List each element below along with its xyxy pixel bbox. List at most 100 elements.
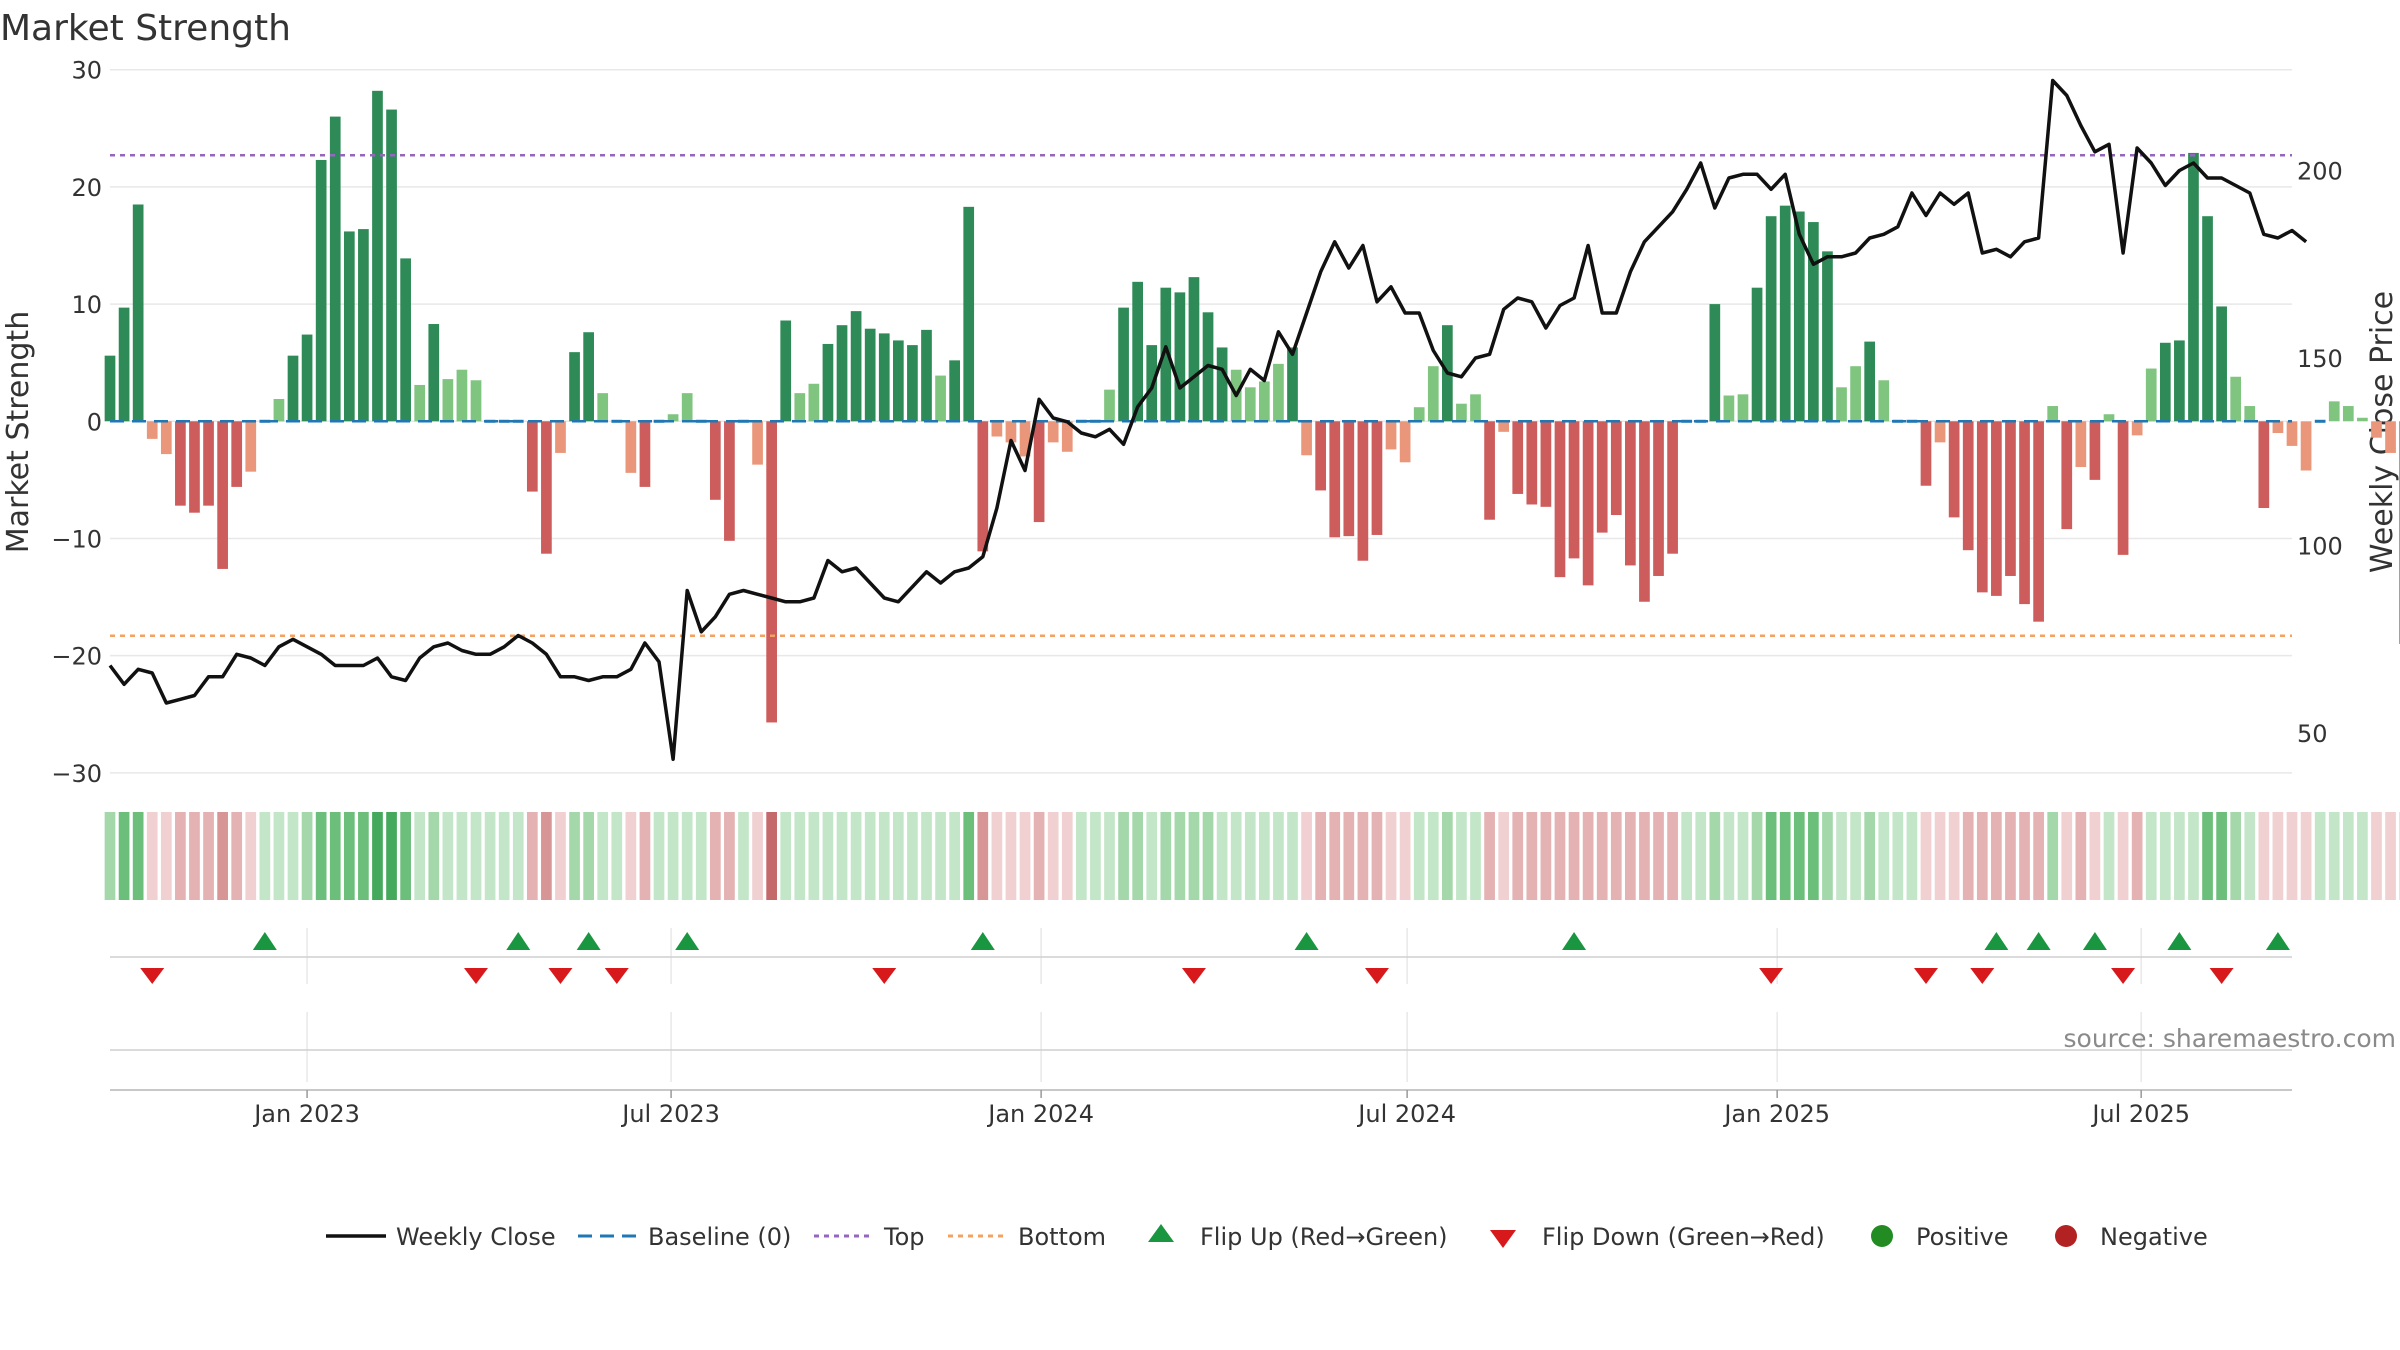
strength-bar	[175, 421, 186, 506]
strength-bar	[1498, 421, 1510, 432]
strip-cell	[498, 812, 510, 900]
strip-cell	[273, 812, 285, 900]
strength-bar	[1090, 419, 1101, 423]
strip-cell	[1836, 812, 1847, 900]
strength-bar	[836, 325, 848, 422]
strip-cell	[1456, 812, 1467, 900]
strength-bar	[794, 393, 806, 422]
strength-bar	[1061, 421, 1073, 452]
y-tick-label: −10	[51, 525, 102, 553]
strip-cell	[1315, 812, 1327, 900]
strip-cell	[1751, 812, 1763, 900]
strip-cell	[1625, 812, 1636, 900]
strip-cell	[386, 812, 397, 900]
strength-bar	[231, 421, 243, 487]
strength-bar	[1047, 421, 1059, 443]
flip-down-marker	[1970, 968, 1995, 984]
strip-cell	[287, 812, 299, 900]
legend-flip-up-label: Flip Up (Red→Green)	[1200, 1223, 1448, 1251]
strip-cell	[245, 812, 257, 900]
strip-cell	[1104, 812, 1115, 900]
strength-bar	[1737, 394, 1749, 422]
strength-bar	[2314, 419, 2326, 423]
x-tick-label: Jul 2025	[2090, 1100, 2190, 1128]
strength-bar	[2117, 421, 2129, 555]
flip-up-marker	[2265, 932, 2290, 950]
strength-bar	[1540, 421, 1552, 507]
strength-bar	[132, 204, 144, 422]
strip-cell	[189, 812, 200, 900]
strength-bar	[1019, 421, 1031, 457]
strip-cell	[1976, 812, 1988, 900]
strength-bar	[977, 421, 989, 552]
strip-cell	[2314, 812, 2326, 900]
strip-cell	[1033, 812, 1045, 900]
strip-cell	[738, 812, 749, 900]
grid-lines	[110, 68, 2292, 1082]
x-tick-label: Jan 2024	[986, 1100, 1094, 1128]
strength-bar	[1104, 389, 1115, 422]
strength-bar	[1357, 421, 1369, 561]
strength-bar	[1625, 421, 1636, 566]
flip-down-marker	[1913, 968, 1938, 984]
strip-cell	[1681, 812, 1693, 900]
strip-cell	[442, 812, 454, 900]
strength-bar	[1906, 419, 1918, 423]
strip-cell	[2202, 812, 2213, 900]
strength-bar	[681, 393, 693, 422]
strength-bar	[1160, 287, 1172, 422]
strength-bar	[949, 360, 960, 422]
strength-bar	[372, 90, 383, 422]
strip-cell	[1639, 812, 1650, 900]
legend-positive-label: Positive	[1916, 1223, 2009, 1251]
strip-cell	[1610, 812, 1622, 900]
strength-bar	[2272, 421, 2284, 433]
y-tick-label: 20	[71, 174, 102, 202]
y-tick-label: 30	[71, 57, 102, 85]
strength-bar	[1301, 421, 1312, 456]
strip-cell	[1962, 812, 1974, 900]
strength-bar	[724, 421, 735, 541]
strength-bar	[1709, 304, 1721, 422]
strength-bar	[1568, 421, 1580, 559]
strip-cell	[1695, 812, 1707, 900]
strip-cell	[836, 812, 848, 900]
legend-bottom-label: Bottom	[1018, 1223, 1106, 1251]
strip-cell	[1498, 812, 1510, 900]
strength-bar	[921, 329, 932, 422]
strength-bar	[2371, 421, 2382, 438]
strip-cell	[470, 812, 482, 900]
strength-bar	[2145, 368, 2157, 422]
strength-bar	[428, 324, 440, 422]
strip-cell	[541, 812, 552, 900]
strength-bar	[822, 343, 834, 422]
strength-bar	[2342, 406, 2354, 422]
strength-bar	[780, 320, 792, 422]
flip-up-marker	[506, 932, 531, 950]
strip-cell	[907, 812, 918, 900]
strip-cell	[1427, 812, 1439, 900]
strength-bar	[709, 421, 721, 500]
strength-bar	[1385, 421, 1397, 450]
strip-cell	[146, 812, 158, 900]
strip-cell	[1470, 812, 1481, 900]
strength-bar	[1526, 421, 1538, 505]
strength-strip	[104, 812, 2400, 900]
strip-cell	[921, 812, 932, 900]
strip-cell	[1850, 812, 1861, 900]
strength-bar	[1456, 403, 1467, 422]
strip-cell	[1202, 812, 1214, 900]
strip-cell	[1723, 812, 1735, 900]
strip-cell	[1554, 812, 1566, 900]
strip-cell	[2019, 812, 2030, 900]
weekly-close-line	[108, 78, 2308, 762]
strip-cell	[414, 812, 426, 900]
strip-cell	[724, 812, 735, 900]
strip-cell	[1301, 812, 1312, 900]
strength-bar	[526, 421, 538, 492]
strip-cell	[752, 812, 763, 900]
flip-down-marker	[548, 968, 573, 984]
strip-cell	[118, 812, 130, 900]
strip-cell	[1793, 812, 1805, 900]
strip-cell	[1540, 812, 1552, 900]
